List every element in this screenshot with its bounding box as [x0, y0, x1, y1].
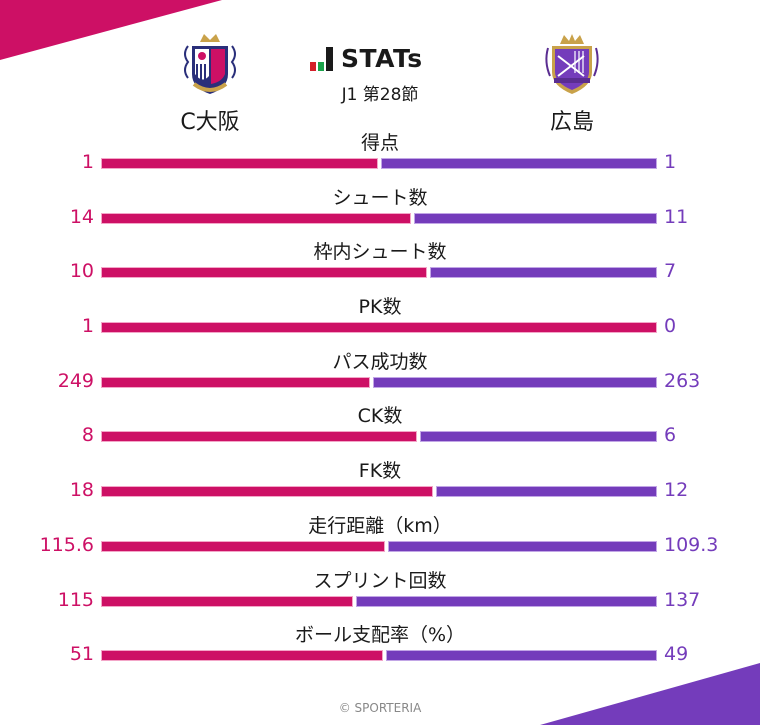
stat-row: スプリント回数 115 137 [0, 562, 760, 617]
stat-label: FK数 [358, 460, 402, 483]
away-value: 137 [664, 588, 701, 611]
stat-row: 得点 1 1 [0, 124, 760, 179]
stat-label: CK数 [357, 405, 403, 428]
stat-row: ボール支配率（%） 51 49 [0, 616, 760, 671]
away-team-name: 広島 [549, 110, 594, 135]
home-value: 1 [81, 151, 94, 173]
away-value: 11 [664, 205, 689, 228]
home-bar [101, 158, 378, 169]
home-value: 10 [69, 260, 94, 283]
home-bar [101, 267, 427, 279]
stat-bar [101, 158, 657, 169]
away-value: 0 [664, 315, 677, 338]
away-bar [436, 486, 657, 498]
stat-label: スプリント回数 [313, 569, 447, 592]
home-value: 51 [69, 643, 94, 666]
away-value: 49 [664, 643, 689, 666]
away-value: 1 [664, 151, 677, 173]
bar-divider [377, 158, 381, 169]
stat-bar [101, 212, 657, 224]
bar-divider [385, 540, 389, 552]
bar-divider [353, 595, 357, 607]
home-value: 115 [57, 588, 94, 611]
bar-divider [417, 431, 421, 443]
stat-bar [101, 376, 657, 388]
away-value: 109.3 [664, 533, 719, 556]
away-value: 6 [664, 424, 677, 447]
stat-bar [101, 322, 657, 334]
stat-row: パス成功数 249 263 [0, 343, 760, 398]
stat-label: 得点 [360, 132, 399, 154]
home-bar [101, 322, 657, 334]
stat-row: 枠内シュート数 10 7 [0, 233, 760, 288]
stat-label: 枠内シュート数 [313, 241, 447, 264]
stat-label: パス成功数 [332, 350, 428, 373]
home-bar [101, 540, 386, 552]
copyright: © SPORTERIA [338, 701, 422, 715]
header: C大阪 STATs J1 第28節 広島 [0, 0, 760, 140]
home-bar [101, 486, 434, 498]
away-bar [386, 650, 657, 662]
brand: STATs [310, 44, 423, 73]
home-value: 14 [69, 205, 94, 228]
bar-divider [410, 212, 414, 224]
stat-label: ボール支配率（%） [294, 624, 466, 647]
away-value: 12 [664, 479, 689, 502]
stat-bar [101, 540, 657, 552]
away-bar [356, 595, 657, 607]
away-bar [420, 431, 657, 443]
stat-label: 走行距離（km） [308, 514, 452, 537]
away-bar [372, 376, 657, 388]
home-value: 249 [57, 369, 94, 392]
home-value: 1 [81, 315, 94, 338]
bar-divider [433, 486, 437, 498]
stat-row: 走行距離（km） 115.6 109.3 [0, 507, 760, 562]
stat-row: シュート数 14 11 [0, 179, 760, 234]
stats-chart: 得点 1 1 シュート数 14 11 枠内シュート数 10 7 PK数 1 0 パス成功数 249 263 C… [0, 124, 760, 671]
stat-bar [101, 267, 657, 279]
home-bar [101, 376, 370, 388]
home-value: 115.6 [39, 533, 94, 556]
stat-bar [101, 650, 657, 662]
home-bar [101, 650, 384, 662]
away-bar [380, 158, 657, 169]
sanfrecce-hiroshima-crest-icon [545, 34, 599, 94]
home-value: 8 [81, 424, 94, 447]
away-bar [388, 540, 657, 552]
brand-title: STATs [341, 44, 423, 73]
stat-label: PK数 [358, 296, 402, 319]
cerezo-osaka-crest-icon [184, 34, 236, 94]
away-value: 7 [664, 260, 677, 283]
away-bar [429, 267, 657, 279]
stat-bar [101, 431, 657, 443]
away-bar [413, 212, 657, 224]
stat-row: CK数 8 6 [0, 397, 760, 452]
bar-divider [369, 376, 373, 388]
bar-divider [426, 267, 430, 279]
home-value: 18 [69, 479, 94, 502]
bar-divider [383, 650, 387, 662]
home-bar [101, 431, 418, 443]
stat-bar [101, 486, 657, 498]
away-value: 263 [664, 369, 701, 392]
home-bar [101, 212, 411, 224]
home-team-name: C大阪 [180, 110, 240, 135]
stat-row: PK数 1 0 [0, 288, 760, 343]
home-bar [101, 595, 354, 607]
stat-row: FK数 18 12 [0, 452, 760, 507]
match-round: J1 第28節 [341, 85, 419, 105]
stat-bar [101, 595, 657, 607]
stats-bars-icon [310, 46, 333, 71]
stat-label: シュート数 [332, 186, 428, 209]
